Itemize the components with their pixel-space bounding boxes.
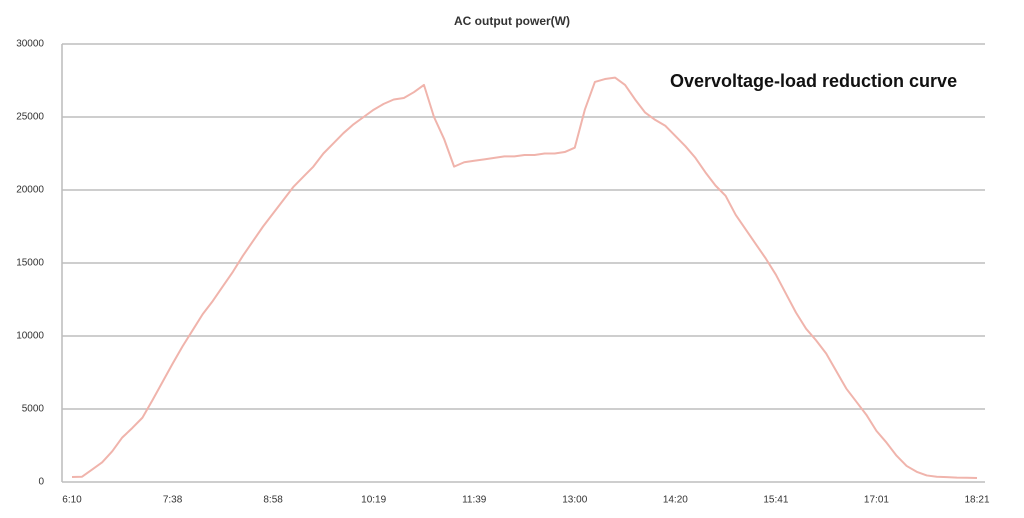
y-tick-label: 20000 [16, 185, 44, 196]
x-tick-label: 13:00 [562, 495, 587, 506]
x-tick-label: 18:21 [964, 495, 989, 506]
y-tick-label: 5000 [22, 404, 45, 415]
annotation: Overvoltage-load reduction curve [670, 71, 957, 91]
y-tick-label: 15000 [16, 258, 44, 269]
x-tick-label: 11:39 [462, 495, 487, 506]
y-tick-label: 10000 [16, 331, 44, 342]
y-tick-label: 0 [38, 477, 44, 488]
x-tick-label: 10:19 [361, 495, 386, 506]
x-tick-label: 6:10 [62, 495, 82, 506]
y-tick-label: 25000 [16, 112, 44, 123]
x-tick-label: 17:01 [864, 495, 889, 506]
data-line [71, 76, 978, 480]
y-tick-label: 30000 [16, 39, 44, 50]
x-tick-label: 14:20 [663, 495, 688, 506]
x-tick-label: 7:38 [163, 495, 183, 506]
x-tick-label: 8:58 [263, 495, 283, 506]
chart-title: AC output power(W) [454, 14, 570, 28]
x-tick-label: 15:41 [763, 495, 788, 506]
